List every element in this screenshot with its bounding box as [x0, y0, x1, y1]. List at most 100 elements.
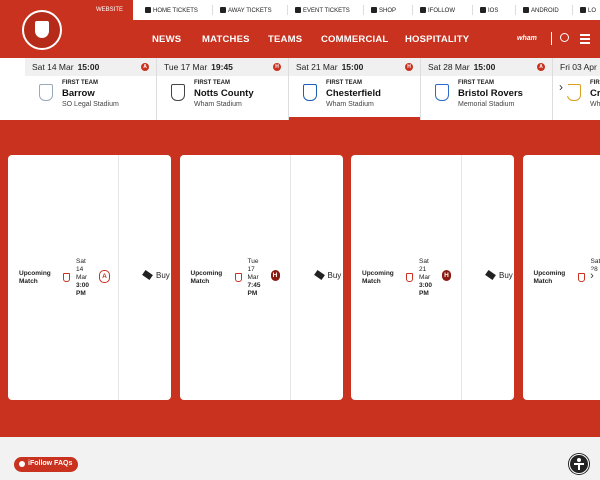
fixture-header — [289, 58, 420, 76]
date-line: 28 — [591, 266, 598, 273]
date-line: Mar — [76, 274, 88, 281]
venue-badge: H — [273, 63, 281, 71]
venue-badge: A — [537, 63, 545, 71]
stadium: Wham Stadium — [194, 101, 242, 108]
time: 15:00 — [341, 62, 364, 72]
time: 15:00 — [473, 62, 496, 72]
date-line: 21 — [419, 266, 427, 273]
ticket-icon — [485, 269, 496, 281]
top-link[interactable]: HOME TICKETS — [145, 7, 198, 14]
crest-shield — [35, 21, 49, 38]
time: 19:45 — [211, 62, 233, 72]
date: Tue 17 Mar — [164, 62, 208, 72]
date: Fri 03 Apr — [560, 62, 597, 72]
top-link[interactable]: LO — [580, 7, 596, 14]
date: Sat 28 Mar — [428, 62, 470, 72]
ticket-icon — [313, 269, 325, 281]
club-crest[interactable] — [22, 10, 62, 50]
buy-link[interactable]: Buy — [327, 271, 342, 280]
fixture-date: Tue 17 Mar 19:45 — [164, 62, 233, 72]
stadium: SO Legal Stadium — [62, 101, 119, 108]
time: 15:00 — [77, 62, 100, 72]
divider — [551, 32, 552, 45]
fixture-header — [553, 58, 600, 76]
card-label: Upcoming Match — [19, 270, 51, 285]
top-link[interactable]: AWAY TICKETS — [220, 7, 272, 14]
top-strip — [133, 0, 600, 20]
top-link[interactable]: IFOLLOW — [420, 7, 455, 14]
opponent: Chesterfield — [326, 88, 381, 99]
selected-underline — [289, 117, 420, 120]
card-label: Upcoming Match — [362, 270, 394, 285]
opponent: Cr — [590, 88, 600, 99]
competition-icon — [63, 273, 70, 282]
date-line: 3:00 — [419, 282, 433, 289]
team-logo — [435, 84, 449, 101]
card-divider — [289, 155, 291, 400]
accessibility-icon — [578, 464, 580, 470]
card-divider — [118, 155, 119, 400]
date-line: Mar — [419, 274, 431, 281]
menu-icon[interactable] — [580, 34, 590, 36]
buy-link[interactable]: Buy — [499, 271, 513, 280]
fixture-header — [25, 58, 156, 76]
nav-link[interactable]: TEAMS — [268, 34, 303, 45]
date-line: 7:45 — [247, 282, 261, 289]
team-label: FIRST TEAM — [62, 80, 98, 86]
date-line: 17 — [247, 266, 255, 273]
faq-button[interactable]: iFollow FAQs — [14, 457, 78, 472]
fixture-card[interactable]: Tue 17 Mar 19:45 H FIRST TEAM Notts County Wh… — [157, 58, 289, 120]
top-link[interactable]: EVENT TICKETS — [295, 7, 350, 14]
card-divider — [461, 155, 462, 400]
match-card[interactable]: Upcoming Match Tue 17 Mar 7:45 PM H Buy — [179, 155, 343, 400]
venue-badge: A — [99, 270, 110, 283]
nav-link[interactable]: HOSPITALITY — [405, 34, 470, 45]
card-label: Upcoming Match — [533, 270, 566, 285]
sponsor-logo[interactable]: wham — [517, 35, 537, 42]
accessibility-button[interactable] — [569, 454, 589, 474]
date-line: PM — [76, 290, 86, 297]
fixture-date: Fri 03 Apr — [560, 62, 597, 72]
website-tab[interactable]: WEBSITE — [96, 7, 124, 13]
top-link[interactable]: IOS — [480, 7, 498, 14]
date: Sat 14 Mar — [32, 62, 74, 72]
fixture-date: Sat 28 Mar 15:00 — [428, 62, 495, 72]
divider — [472, 5, 473, 15]
match-card[interactable]: Upcoming Match Sat 14 Mar 3:00 PM A Buy — [8, 155, 171, 400]
fixture-card[interactable]: Sat 14 Mar 15:00 A FIRST TEAM Barrow SO Legal… — [25, 58, 157, 120]
faq-label[interactable]: iFollow FAQs — [28, 460, 73, 467]
competition-icon — [406, 273, 413, 282]
card-label: Upcoming Match — [190, 270, 223, 285]
accessibility-icon — [577, 458, 581, 462]
nav-link[interactable]: NEWS — [152, 34, 182, 45]
fixture-card[interactable]: Sat 28 Mar 15:00 A FIRST TEAM Bristol Rovers… — [421, 58, 553, 120]
venue-badge: H — [270, 270, 280, 281]
faq-icon — [19, 461, 25, 467]
date-line: PM — [247, 290, 258, 297]
divider — [212, 5, 213, 15]
match-card[interactable]: Upcoming Match Sat 21 Mar 3:00 PM H Buy — [351, 155, 514, 400]
date: Sat 21 Mar — [296, 62, 338, 72]
team-label: FIRST TEAM — [326, 80, 362, 86]
team-logo — [39, 84, 53, 101]
top-link[interactable]: SHOP — [371, 7, 396, 14]
buy-link[interactable]: Buy — [156, 271, 170, 280]
stadium: Memorial Stadium — [458, 101, 515, 108]
date-line: Sat — [76, 258, 86, 265]
fixture-card[interactable]: Sat 21 Mar 15:00 H FIRST TEAM Chesterfield Wh… — [289, 58, 421, 120]
date-line: 14 — [76, 266, 84, 273]
nav-link[interactable]: COMMERCIAL — [321, 34, 389, 45]
search-icon[interactable] — [560, 33, 569, 42]
team-logo — [171, 84, 185, 101]
fixture-header — [157, 58, 288, 76]
nav-link[interactable]: MATCHES — [202, 34, 250, 45]
stadium: Wh — [590, 101, 600, 108]
top-link[interactable]: ANDROID — [523, 7, 559, 14]
divider — [287, 5, 288, 15]
card-next-arrow[interactable]: › — [585, 270, 599, 284]
stadium: Wham Stadium — [326, 101, 374, 108]
fixture-next-arrow[interactable]: › — [554, 80, 568, 96]
venue-badge: H — [405, 63, 413, 71]
